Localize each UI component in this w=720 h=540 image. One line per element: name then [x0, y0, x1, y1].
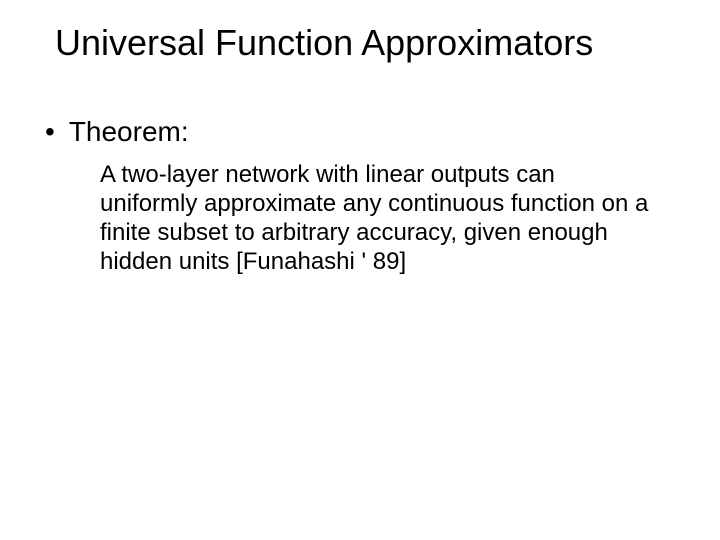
bullet-label: Theorem: [69, 115, 189, 149]
slide: Universal Function Approximators • Theor… [0, 0, 720, 540]
slide-title: Universal Function Approximators [55, 22, 680, 64]
bullet-item: • Theorem: [45, 115, 189, 149]
theorem-body: A two-layer network with linear outputs … [100, 160, 655, 276]
bullet-icon: • [45, 115, 55, 149]
